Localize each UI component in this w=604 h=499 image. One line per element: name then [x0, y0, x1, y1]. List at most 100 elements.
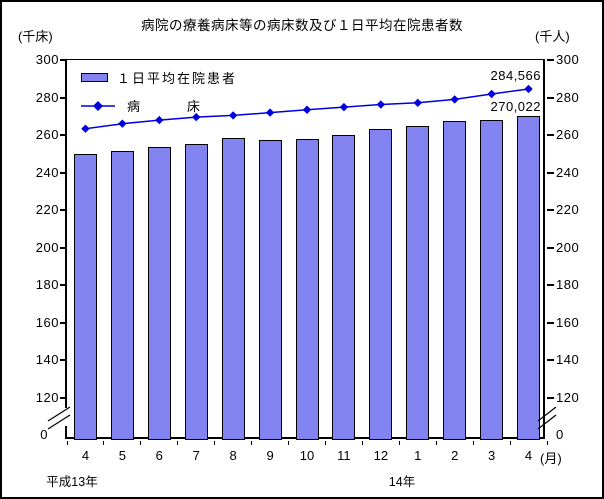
- x-tick: [177, 441, 179, 445]
- y-axis-tick-label-right: 180: [556, 277, 580, 293]
- y-axis-tick-label-left: 220: [35, 202, 59, 218]
- y-axis-tick-label-right: 300: [556, 52, 580, 67]
- bar-month-8: [221, 138, 245, 440]
- y-axis-tick-label-right: 220: [556, 202, 580, 218]
- legend-bar-swatch: [81, 73, 108, 82]
- bar-month-11: [332, 135, 356, 440]
- y-tick-right: [547, 134, 554, 137]
- y-tick-left: [60, 359, 67, 362]
- month-unit-label: (月): [540, 451, 562, 466]
- plot-area: １日平均在院患者 病 床: [47, 59, 557, 440]
- x-tick: [140, 441, 142, 445]
- y-axis-tick-label-left: 140: [35, 352, 59, 368]
- y-tick-right: [547, 359, 554, 362]
- line-point-month-10: [302, 105, 312, 114]
- y-axis-tick-label-right: 280: [556, 89, 580, 105]
- y-axis-tick-label-right: 260: [556, 127, 580, 143]
- line-point-month-3: [487, 89, 496, 99]
- y-tick-right: [547, 209, 554, 212]
- x-tick: [324, 441, 326, 445]
- bar-month-1: [406, 126, 430, 440]
- y-tick-right: [547, 246, 554, 249]
- line-point-month-9: [265, 108, 275, 117]
- legend-item-patients: １日平均在院患者: [81, 70, 237, 86]
- x-tick: [251, 441, 253, 445]
- y-tick-right: [547, 284, 554, 287]
- era-label-14: 14年: [388, 475, 416, 489]
- y-axis-tick-label-left: 280: [35, 89, 59, 105]
- bar-month-9: [258, 139, 282, 440]
- x-label-month-5: 5: [118, 448, 126, 463]
- y-axis-tick-label-right: 140: [556, 352, 580, 368]
- y-axis-tick-label-right: 120: [556, 390, 580, 405]
- x-label-month-3: 3: [487, 448, 496, 463]
- x-label-month-9: 9: [266, 448, 274, 463]
- y-tick-right: [547, 321, 554, 324]
- x-label-month-6: 6: [155, 448, 163, 463]
- bar-month-4: [517, 116, 541, 440]
- y-tick-left: [60, 284, 67, 287]
- x-label-month-10: 10: [299, 448, 315, 463]
- beds-value-label: 284,566: [490, 68, 541, 83]
- bar-month-7: [184, 143, 208, 440]
- y-tick-left: [60, 171, 67, 174]
- axis-break-mark: [47, 406, 71, 422]
- axis-break-mark: [537, 414, 557, 430]
- legend-line-marker-icon: [81, 100, 115, 111]
- x-label-month-1: 1: [414, 448, 422, 463]
- axis-break-gap: [546, 408, 550, 426]
- bar-month-12: [369, 129, 393, 440]
- legend: １日平均在院患者 病 床: [81, 70, 237, 126]
- x-label-month-4: 4: [524, 448, 533, 463]
- line-point-month-11: [339, 102, 349, 112]
- line-point-month-2: [450, 95, 459, 104]
- y-axis-tick-label-left: 260: [35, 127, 59, 143]
- y-tick-right: [547, 171, 554, 174]
- y-tick-left: [60, 209, 67, 212]
- line-point-month-1: [413, 98, 422, 108]
- y-tick-right: [547, 96, 554, 99]
- bar-month-10: [295, 139, 319, 440]
- bar-month-2: [443, 120, 467, 440]
- y-axis-tick-label-left: 160: [35, 314, 59, 330]
- y-tick-left: [60, 321, 67, 324]
- left-axis-unit-label: (千床): [18, 29, 53, 44]
- y-axis-tick-label-right: 240: [556, 164, 580, 180]
- y-axis-tick-label-right: 200: [556, 239, 580, 255]
- y-tick-left: [60, 59, 67, 61]
- bar-month-5: [110, 151, 134, 440]
- y-axis-tick-label-right: 160: [556, 314, 580, 330]
- axis-break-mark: [47, 414, 71, 430]
- x-label-month-12: 12: [373, 448, 389, 463]
- x-tick: [472, 441, 474, 445]
- y-tick-right: [547, 397, 554, 399]
- x-tick: [214, 441, 216, 445]
- x-tick: [66, 441, 68, 445]
- bar-month-4: [73, 153, 97, 440]
- bar-month-6: [147, 147, 171, 440]
- y-tick-left: [60, 397, 67, 399]
- right-axis-unit-label: (千人): [535, 29, 570, 44]
- legend-line-label: 病 床: [127, 99, 203, 114]
- line-point-month-12: [376, 100, 386, 109]
- x-label-month-7: 7: [192, 448, 200, 463]
- bar-month-3: [480, 119, 504, 440]
- x-label-month-4: 4: [81, 448, 90, 463]
- x-tick: [288, 441, 290, 445]
- legend-item-beds: 病 床: [81, 98, 237, 114]
- axis-break-gap: [64, 408, 68, 426]
- y-axis-zero-label-right: 0: [556, 427, 564, 442]
- y-axis-tick-label-left: 200: [35, 239, 59, 255]
- era-label-heisei13: 平成13年: [46, 475, 98, 489]
- axis-break-mark: [537, 406, 557, 422]
- x-tick: [361, 441, 363, 445]
- x-label-month-2: 2: [451, 448, 459, 463]
- y-axis-tick-label-left: 180: [35, 277, 59, 293]
- line-point-month-4: [524, 84, 533, 94]
- x-tick: [546, 441, 548, 445]
- y-tick-right: [547, 59, 554, 61]
- y-axis-zero-label-left: 0: [40, 427, 48, 442]
- y-tick-left: [60, 96, 67, 99]
- y-axis-tick-label-left: 240: [35, 164, 59, 180]
- y-tick-left: [60, 134, 67, 137]
